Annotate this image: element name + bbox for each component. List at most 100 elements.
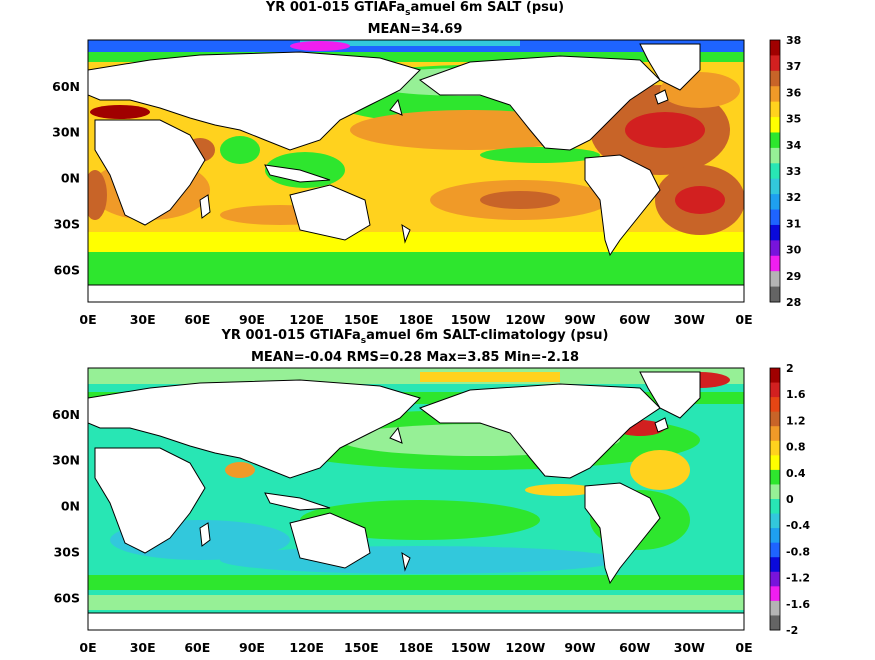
top-lon-label: 180E: [399, 312, 434, 327]
bottom-lat-label: 0N: [61, 499, 80, 514]
bottom-colorbar-label: -2: [786, 624, 798, 637]
bottom-lon-label: 60E: [184, 640, 210, 655]
bottom-colorbar-swatch: [770, 600, 780, 616]
top-lat-label: 60S: [54, 262, 80, 277]
bottom-colorbar-label: 0.8: [786, 441, 806, 454]
bottom-colorbar-label: 1.6: [786, 388, 806, 401]
bottom-colorbar-frame: [769, 367, 781, 631]
top-colorbar-swatch: [770, 40, 780, 56]
top-colorbar-swatch: [770, 70, 780, 87]
top-colorbar-frame: [769, 39, 781, 303]
bottom-colorbar-label: -0.4: [786, 519, 810, 532]
bottom-colorbar-swatch: [770, 571, 780, 587]
bottom-colorbar-swatch: [770, 615, 780, 631]
bottom-lon-label: 0E: [79, 640, 96, 655]
top-lon-label: 120E: [289, 312, 324, 327]
top-colorbar-label: 32: [786, 191, 801, 204]
top-lon-label: 30W: [674, 312, 705, 327]
bottom-map: [87, 367, 745, 631]
top-axes: 60N 30N 0N 30S 60S 0E 30E 60E 90E 120E 150E 180E 150…: [52, 79, 752, 327]
top-lon-label: 90W: [564, 312, 595, 327]
bottom-colorbar-label: -1.6: [786, 598, 810, 611]
top-lon-label: 30E: [130, 312, 156, 327]
bottom-panel: YR 001-015 GTIAFasamuel 6m SALT-climatol…: [52, 328, 810, 655]
top-colorbar-swatch: [770, 147, 780, 164]
top-colorbar-label: 29: [786, 270, 801, 283]
top-colorbar: 38 37 36 35 34 33 32 31 30 29 28: [769, 34, 802, 309]
top-colorbar-swatch: [770, 194, 780, 211]
bottom-axes: 60N 30N 0N 30S 60S 0E 30E 60E 90E 120E 150E 180E 150…: [52, 407, 752, 655]
top-colorbar-swatch: [770, 55, 780, 72]
bottom-lon-label: 120E: [289, 640, 324, 655]
top-colorbar-swatch: [770, 101, 780, 118]
bottom-colorbar-swatch: [770, 455, 780, 471]
bottom-colorbar-swatch: [770, 397, 780, 413]
bottom-lon-label: 90W: [564, 640, 595, 655]
top-colorbar-label: 35: [786, 113, 801, 126]
top-lon-label: 90E: [239, 312, 265, 327]
top-colorbar-swatch: [770, 255, 780, 272]
top-colorbar-label: 31: [786, 217, 801, 230]
top-map: [87, 39, 745, 303]
top-colorbar-label: 36: [786, 86, 802, 99]
bottom-colorbar-label: 0.4: [786, 467, 806, 480]
top-lon-label: 150W: [451, 312, 491, 327]
top-lon-label: 120W: [505, 312, 545, 327]
bottom-colorbar-swatch: [770, 411, 780, 427]
top-panel: YR 001-015 GTIAFasamuel 6m SALT (psu) ME…: [52, 0, 802, 327]
top-lat-label: 60N: [52, 79, 80, 94]
top-colorbar-swatch: [770, 86, 780, 103]
bottom-lon-label: 60W: [619, 640, 650, 655]
bottom-colorbar-swatch: [770, 382, 780, 398]
top-lon-label: 0E: [735, 312, 752, 327]
bottom-lon-label: 30W: [674, 640, 705, 655]
top-colorbar-swatch: [770, 117, 780, 133]
top-colorbar-swatch: [770, 209, 780, 226]
bottom-colorbar-swatch: [770, 528, 780, 544]
bottom-lon-label: 180E: [399, 640, 434, 655]
bottom-colorbar-label: 0: [786, 493, 794, 506]
bottom-lon-label: 30E: [130, 640, 156, 655]
top-lon-label: 150E: [344, 312, 379, 327]
bottom-colorbar-swatch: [770, 426, 780, 442]
top-colorbar-label: 37: [786, 60, 801, 73]
top-colorbar-swatch: [770, 286, 780, 303]
top-land: [88, 43, 744, 302]
top-colorbar-label: 34: [786, 139, 802, 152]
bottom-colorbar-label: 1.2: [786, 414, 806, 427]
top-lon-label: 0E: [79, 312, 96, 327]
bottom-lat-label: 60S: [54, 590, 80, 605]
top-colorbar-swatch: [770, 178, 780, 195]
bottom-colorbar-swatch: [770, 586, 780, 602]
top-lon-label: 60W: [619, 312, 650, 327]
top-colorbar-label: 33: [786, 165, 801, 178]
top-colorbar-label: 28: [786, 296, 801, 309]
bottom-lon-label: 120W: [505, 640, 545, 655]
bottom-lon-label: 0E: [735, 640, 752, 655]
bottom-colorbar-label: 2: [786, 362, 794, 375]
bottom-lat-label: 30N: [52, 453, 80, 468]
top-colorbar-swatch: [770, 163, 780, 180]
bottom-lat-label: 30S: [54, 544, 80, 559]
bottom-colorbar-swatch: [770, 484, 780, 500]
bottom-colorbar-swatch: [770, 440, 780, 456]
top-colorbar-label: 38: [786, 34, 801, 47]
bottom-lon-label: 90E: [239, 640, 265, 655]
bottom-colorbar-swatch: [770, 499, 780, 515]
bottom-colorbar-swatch: [770, 513, 780, 529]
bottom-colorbar-label: -1.2: [786, 572, 810, 585]
top-lat-label: 30N: [52, 125, 80, 140]
bottom-title-line1: YR 001-015 GTIAFasamuel 6m SALT-climatol…: [221, 328, 609, 346]
top-colorbar-swatch: [770, 132, 780, 149]
bottom-colorbar-swatch: [770, 469, 780, 485]
bottom-colorbar-label: -0.8: [786, 545, 810, 558]
bottom-colorbar-swatch: [770, 368, 780, 384]
bottom-colorbar-swatch: [770, 542, 780, 558]
bottom-lat-label: 60N: [52, 407, 80, 422]
top-title-line1: YR 001-015 GTIAFasamuel 6m SALT (psu): [265, 0, 564, 18]
top-colorbar-swatch: [770, 224, 780, 241]
top-colorbar-swatch: [770, 271, 780, 288]
bottom-colorbar: 2 1.6 1.2 0.8 0.4 0 -0.4 -0.8 -1.2 -1.6 -2: [769, 362, 810, 637]
bottom-land: [88, 371, 744, 630]
